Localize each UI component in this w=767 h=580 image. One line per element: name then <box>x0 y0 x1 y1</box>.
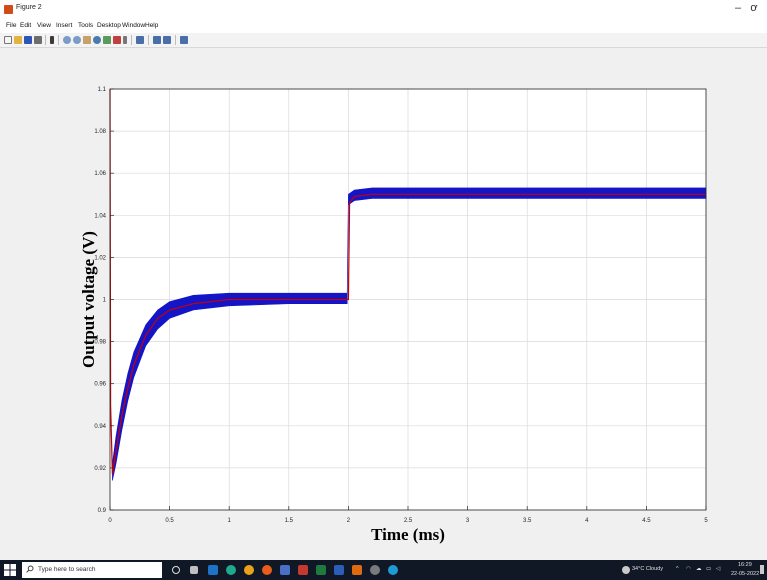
x-tick-label: 5 <box>704 518 708 524</box>
firefox-icon[interactable] <box>262 565 272 575</box>
clock-date[interactable]: 22-05-2022 <box>731 571 760 577</box>
search-icon <box>26 565 34 573</box>
average-voltage-line <box>109 88 706 475</box>
new-figure-icon[interactable] <box>4 36 12 44</box>
y-tick-label: 1.06 <box>94 171 106 177</box>
app-icon[interactable] <box>370 565 380 575</box>
menu-insert[interactable]: Insert <box>56 22 73 29</box>
toolbar-separator <box>148 35 149 45</box>
tick-layer: 0 0.5 1 1.5 2 2.5 3 3.5 4 4.5 5 0.9 0.92 0.94 0.96 0.98… <box>94 87 708 524</box>
data-cursor-icon[interactable] <box>103 36 111 44</box>
x-tick-label: 2 <box>347 518 351 524</box>
notifications-icon[interactable] <box>760 565 764 574</box>
rotate-3d-icon[interactable] <box>93 36 101 44</box>
figure-canvas: 0 0.5 1 1.5 2 2.5 3 3.5 4 4.5 5 0.9 0.92 0.94 0.96 0.98… <box>0 48 767 560</box>
x-tick-label: 4 <box>585 518 589 524</box>
edit-plot-icon[interactable] <box>50 36 54 44</box>
search-placeholder: Type here to search <box>38 566 96 573</box>
open-file-icon[interactable] <box>14 36 22 44</box>
windows-start-icon[interactable] <box>4 564 16 576</box>
y-tick-label: 0.98 <box>94 340 106 346</box>
x-tick-label: 2.5 <box>404 518 413 524</box>
menu-tools[interactable]: Tools <box>78 22 94 29</box>
output-voltage-chart: 0 0.5 1 1.5 2 2.5 3 3.5 4 4.5 5 0.9 0.92 0.94 0.96 0.98… <box>79 87 708 544</box>
window-title: Figure 2 <box>16 4 42 11</box>
menu-file[interactable]: File <box>6 22 17 29</box>
window-titlebar: Figure 2 – ơ <box>0 0 767 20</box>
x-tick-label: 3 <box>466 518 470 524</box>
x-tick-label: 1.5 <box>285 518 294 524</box>
y-tick-label: 0.96 <box>94 382 106 388</box>
brush-icon[interactable] <box>113 36 121 44</box>
menu-window[interactable]: Window <box>122 22 146 29</box>
print-icon[interactable] <box>34 36 42 44</box>
matlab-figure-icon <box>4 5 13 14</box>
zoom-out-icon[interactable] <box>73 36 81 44</box>
taskbar-search-box[interactable]: Type here to search <box>22 562 162 578</box>
tray-chevron-icon[interactable]: ^ <box>676 566 679 572</box>
x-tick-label: 4.5 <box>642 518 651 524</box>
y-tick-label: 1.02 <box>94 255 106 261</box>
y-tick-label: 1.1 <box>98 87 107 93</box>
volume-icon[interactable]: ◁ <box>716 566 721 572</box>
x-tick-label: 0 <box>108 518 112 524</box>
toolbar-separator <box>131 35 132 45</box>
y-tick-label: 0.92 <box>94 466 106 472</box>
figure-toolbar <box>0 33 767 48</box>
file-explorer-icon[interactable] <box>208 565 218 575</box>
menu-edit[interactable]: Edit <box>20 22 32 29</box>
clock-time[interactable]: 16:29 <box>738 562 752 568</box>
y-tick-label: 0.9 <box>98 508 107 514</box>
task-view-icon[interactable] <box>190 566 198 574</box>
browser-icon[interactable] <box>388 565 398 575</box>
matlab-icon[interactable] <box>352 565 362 575</box>
y-axis-label: Output voltage (V) <box>79 231 98 368</box>
edge-icon[interactable] <box>226 565 236 575</box>
pan-icon[interactable] <box>83 36 91 44</box>
hide-plot-tools-icon[interactable] <box>163 36 171 44</box>
y-tick-label: 1 <box>103 298 107 304</box>
x-tick-label: 1 <box>228 518 232 524</box>
keyboard-icon[interactable]: ▭ <box>706 566 712 572</box>
zoom-in-icon[interactable] <box>63 36 71 44</box>
menu-help[interactable]: Help <box>145 22 159 29</box>
menu-view[interactable]: View <box>37 22 51 29</box>
excel-icon[interactable] <box>316 565 326 575</box>
word-icon[interactable] <box>334 565 344 575</box>
y-tick-label: 1.08 <box>94 129 106 135</box>
y-tick-label: 1.04 <box>94 213 106 219</box>
insert-legend-icon[interactable] <box>153 36 161 44</box>
network-icon[interactable]: ◠ <box>686 566 691 572</box>
weather-text[interactable]: 34°C Cloudy <box>632 566 663 572</box>
toolbar-separator <box>58 35 59 45</box>
x-tick-label: 0.5 <box>165 518 174 524</box>
menu-desktop[interactable]: Desktop <box>97 22 121 29</box>
y-tick-label: 0.94 <box>94 424 106 430</box>
restore-button[interactable]: ơ <box>750 2 758 14</box>
cortana-icon[interactable] <box>172 566 180 574</box>
show-plot-tools-icon[interactable] <box>180 36 188 44</box>
minimize-button[interactable]: – <box>734 2 742 14</box>
x-tick-label: 3.5 <box>523 518 532 524</box>
weather-icon[interactable] <box>622 566 630 574</box>
insert-colorbar-icon[interactable] <box>136 36 144 44</box>
chrome-icon[interactable] <box>244 565 254 575</box>
toolbar-separator <box>175 35 176 45</box>
mail-icon[interactable] <box>280 565 290 575</box>
toolbar-separator <box>45 35 46 45</box>
save-icon[interactable] <box>24 36 32 44</box>
powerpoint-icon[interactable] <box>298 565 308 575</box>
menu-bar: File Edit View Insert Tools Desktop Wind… <box>0 20 767 33</box>
cloud-icon[interactable]: ☁ <box>696 566 702 572</box>
windows-taskbar: Type here to search 34°C Cloudy ^ ◠ ☁ ▭ … <box>0 560 767 580</box>
x-axis-label: Time (ms) <box>371 525 445 544</box>
link-plot-icon[interactable] <box>123 36 127 44</box>
